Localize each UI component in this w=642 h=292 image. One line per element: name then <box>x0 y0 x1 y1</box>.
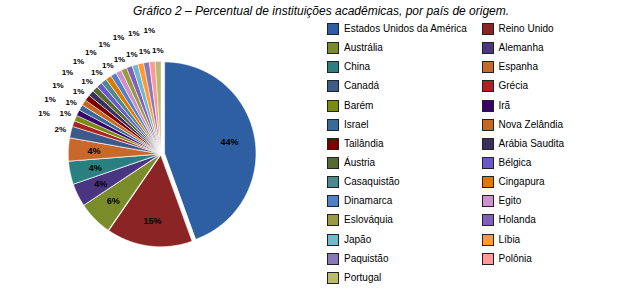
html-text:Reino Unido: Reino Unido <box>498 23 554 34</box>
svg-text:1%: 1% <box>139 47 151 56</box>
svg-text:1%: 1% <box>91 68 103 77</box>
html-text:Estados Unidos da América: Estados Unidos da América <box>344 23 467 34</box>
html-text:Holanda: Holanda <box>498 214 536 226</box>
html-text:Canadá: Canadá <box>344 80 379 92</box>
html-text:China: China <box>344 61 371 73</box>
html-text:Cingapura: Cingapura <box>498 176 545 188</box>
html-text:Portugal: Portugal <box>344 271 382 283</box>
html-text:Irã: Irã <box>498 99 511 111</box>
svg-text:1%: 1% <box>52 81 64 90</box>
html-text:Barém: Barém <box>344 99 374 111</box>
svg-text:1%: 1% <box>102 61 114 70</box>
svg-text:1%: 1% <box>62 68 74 77</box>
svg-text:1%: 1% <box>85 48 97 57</box>
html-text:Alemanha: Alemanha <box>498 42 544 54</box>
svg-text:1%: 1% <box>65 98 77 107</box>
svg-text:4%: 4% <box>87 146 100 156</box>
svg-text:1%: 1% <box>113 33 125 42</box>
html-text:Grécia: Grécia <box>498 80 528 92</box>
svg-text:1%: 1% <box>73 87 85 96</box>
svg-text:4%: 4% <box>89 163 102 173</box>
html-text:Israel: Israel <box>344 118 369 130</box>
html-text:Polônia: Polônia <box>498 252 532 264</box>
svg-text:1%: 1% <box>128 29 140 38</box>
svg-text:1%: 1% <box>60 109 72 118</box>
html-text:Dinamarca: Dinamarca <box>344 195 393 207</box>
html-text:Japão: Japão <box>344 233 372 245</box>
html-text:Paquistão: Paquistão <box>344 252 389 264</box>
svg-text:1%: 1% <box>152 46 164 55</box>
html-text:Gráfico 2 – Percentual de inst: Gráfico 2 – Percentual de instituições a… <box>132 4 510 18</box>
html-text:Nova Zelândia: Nova Zelândia <box>498 118 563 130</box>
svg-text:1%: 1% <box>73 57 85 66</box>
svg-text:1%: 1% <box>114 55 126 64</box>
svg-text:1%: 1% <box>38 109 50 118</box>
svg-text:6%: 6% <box>107 196 120 206</box>
svg-text:2%: 2% <box>54 125 66 134</box>
svg-text:1%: 1% <box>143 26 155 35</box>
html-text:Arábia Saudita: Arábia Saudita <box>498 137 565 149</box>
svg-text:1%: 1% <box>44 95 56 104</box>
svg-text:15%: 15% <box>143 216 161 226</box>
html-text:Egito: Egito <box>498 195 522 207</box>
svg-text:44%: 44% <box>220 137 238 147</box>
html-text:Líbia: Líbia <box>498 233 521 245</box>
html-text:Tailândia: Tailândia <box>344 137 384 149</box>
html-text:Eslováquia: Eslováquia <box>344 214 393 226</box>
svg-text:1%: 1% <box>81 77 93 86</box>
svg-text:1%: 1% <box>126 50 138 59</box>
svg-text:4%: 4% <box>94 179 107 189</box>
html-text:Austrália: Austrália <box>344 42 383 54</box>
svg-text:1%: 1% <box>98 40 110 49</box>
html-text:Casaquistão: Casaquistão <box>344 176 400 188</box>
html-text:Bélgica: Bélgica <box>498 157 532 168</box>
html-text:Áustria: Áustria <box>344 157 376 168</box>
html-text:Espanha: Espanha <box>498 61 538 73</box>
